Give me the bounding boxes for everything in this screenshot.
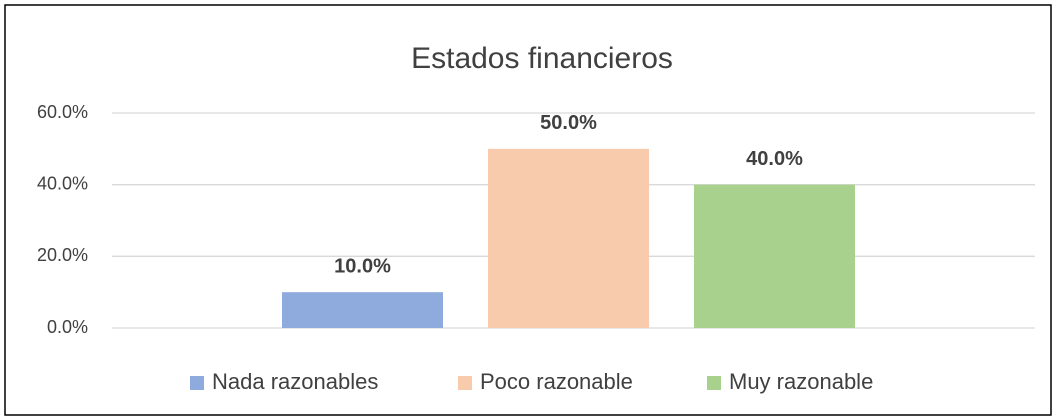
bar — [488, 148, 649, 328]
data-label: 10.0% — [334, 255, 391, 277]
legend-swatch — [190, 376, 204, 390]
data-label: 40.0% — [746, 148, 803, 170]
y-tick-label: 20.0% — [37, 245, 88, 265]
legend-label: Poco razonable — [480, 369, 633, 394]
legend-swatch — [707, 376, 721, 390]
legend-label: Nada razonables — [212, 369, 378, 394]
bar — [694, 184, 855, 328]
chart-title: Estados financieros — [411, 42, 673, 75]
y-tick-label: 60.0% — [37, 102, 88, 122]
legend-label: Muy razonable — [729, 369, 873, 394]
bar — [282, 292, 443, 328]
y-tick-label: 40.0% — [37, 173, 88, 193]
y-tick-label: 0.0% — [47, 317, 88, 337]
data-label: 50.0% — [540, 112, 597, 134]
legend-swatch — [458, 376, 472, 390]
